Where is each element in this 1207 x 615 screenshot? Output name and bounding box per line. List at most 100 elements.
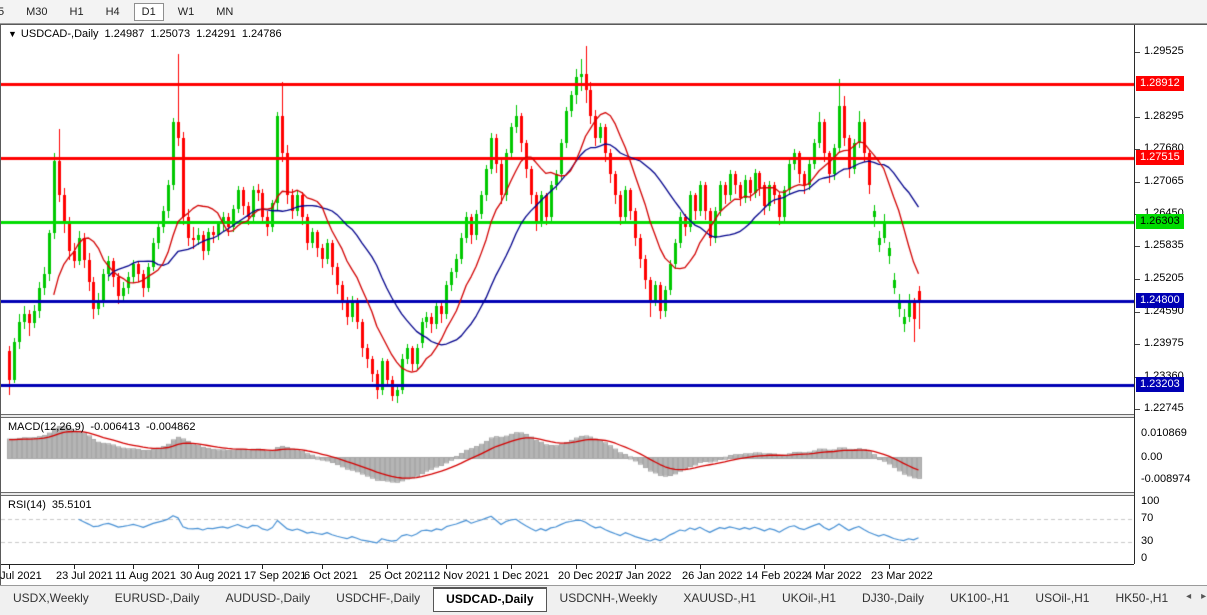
date-label: 23 Jul 2021 (56, 570, 113, 582)
macd-chart-canvas[interactable] (1, 418, 1134, 493)
timeframe-w1-button[interactable]: W1 (177, 5, 195, 18)
tab-usoil-h1[interactable]: USOil-,H1 (1035, 591, 1090, 605)
timeframe-h4-button[interactable]: H4 (105, 5, 120, 18)
tab-hk50-h1[interactable]: HK50-,H1 (1115, 591, 1169, 605)
macd-name: MACD(12,26,9) (8, 421, 85, 433)
tab-dj30-daily[interactable]: DJ30-,Daily (862, 591, 925, 605)
price-tick-label: 1.29525 (1144, 45, 1184, 57)
timeframe-toolbar: 5 M30 H1 H4 D1 W1 MN (0, 0, 1207, 24)
rsi-chart-canvas[interactable] (1, 496, 1134, 564)
price-tick-mark (1135, 149, 1140, 150)
rsi-name: RSI(14) (8, 499, 46, 511)
price-tick-label: 1.27065 (1144, 175, 1184, 187)
date-tick-mark (9, 565, 10, 569)
price-level-badge: 1.23203 (1136, 377, 1184, 392)
date-label: 23 Mar 2022 (871, 570, 933, 582)
price-tick-label: 1.25835 (1144, 239, 1184, 251)
price-level-badge: 1.24800 (1136, 293, 1184, 308)
date-tick-mark (635, 565, 636, 569)
date-tick-mark (387, 565, 388, 569)
rsi-axis-label: 100 (1141, 495, 1160, 507)
macd-pane: MACD(12,26,9) -0.006413 -0.004862 (1, 418, 1134, 493)
date-label: 20 Dec 2021 (558, 570, 621, 582)
date-label: 5 Jul 2021 (0, 570, 42, 582)
tab-usdcad-daily[interactable]: USDCAD-,Daily (433, 587, 547, 612)
macd-axis-label: 0.010869 (1141, 427, 1187, 439)
date-tick-mark (262, 565, 263, 569)
date-tick-mark (74, 565, 75, 569)
date-label: 11 Aug 2021 (115, 570, 176, 582)
date-tick-mark (700, 565, 701, 569)
price-tick-label: 1.24590 (1144, 305, 1184, 317)
date-label: 30 Aug 2021 (180, 570, 242, 582)
date-label: 12 Nov 2021 (428, 570, 491, 582)
date-tick-mark (133, 565, 134, 569)
date-label: 14 Feb 2022 (746, 570, 808, 582)
timeframe-m30-button[interactable]: M30 (26, 5, 48, 18)
chart-window: ▼ USDCAD-,Daily 1.24987 1.25073 1.24291 1.247… (0, 24, 1207, 585)
price-tick-label: 1.25205 (1144, 272, 1184, 284)
pane-splitter[interactable] (1, 414, 1134, 418)
timeframe-m5-button[interactable]: 5 (0, 5, 5, 18)
macd-axis-label: -0.008974 (1141, 473, 1191, 485)
ohlc-close: 1.24786 (241, 28, 282, 40)
date-tick-mark (576, 565, 577, 569)
price-tick-mark (1135, 409, 1140, 410)
date-label: 7 Jan 2022 (617, 570, 672, 582)
date-tick-mark (446, 565, 447, 569)
price-tick-label: 1.23975 (1144, 337, 1184, 349)
tab-ukoil-h1[interactable]: UKOil-,H1 (782, 591, 837, 605)
price-tick-mark (1135, 246, 1140, 247)
price-level-badge: 1.26303 (1136, 214, 1184, 229)
rsi-axis-label: 30 (1141, 535, 1154, 547)
date-tick-mark (824, 565, 825, 569)
date-label: 25 Oct 2021 (369, 570, 429, 582)
title-marker-icon[interactable]: ▼ (8, 29, 17, 39)
tab-eurusd-daily[interactable]: EURUSD-,Daily (114, 591, 200, 605)
price-axis: 1.29525 1.28295 1.27680 1.27065 1.26450 1.258… (1134, 25, 1207, 564)
rsi-axis-label: 0 (1141, 552, 1148, 564)
macd-value-signal: -0.004862 (145, 421, 196, 433)
ohlc-open: 1.24987 (104, 28, 145, 40)
date-label: 1 Dec 2021 (493, 570, 550, 582)
timeframe-mn-button[interactable]: MN (216, 5, 234, 18)
rsi-value: 35.5101 (51, 499, 92, 511)
tab-xauusd-h1[interactable]: XAUUSD-,H1 (683, 591, 757, 605)
timeframe-h1-button[interactable]: H1 (69, 5, 84, 18)
price-tick-mark (1135, 344, 1140, 345)
date-tick-mark (198, 565, 199, 569)
date-tick-mark (511, 565, 512, 569)
price-level-badge: 1.28912 (1136, 76, 1184, 91)
price-tick-mark (1135, 52, 1140, 53)
date-tick-mark (889, 565, 890, 569)
price-chart-canvas[interactable] (1, 25, 1134, 414)
tab-usdx-weekly[interactable]: USDX,Weekly (13, 591, 89, 605)
date-tick-mark (764, 565, 765, 569)
ohlc-high: 1.25073 (150, 28, 191, 40)
tab-uk100-h1[interactable]: UK100-,H1 (950, 591, 1010, 605)
rsi-label: RSI(14) 35.5101 (8, 499, 98, 511)
price-level-badge: 1.27515 (1136, 150, 1184, 165)
tab-usdcnh-weekly[interactable]: USDCNH-,Weekly (559, 591, 658, 605)
date-label: 26 Jan 2022 (682, 570, 743, 582)
tabs-scroll-right-icon[interactable]: ▸ (1201, 591, 1207, 602)
price-tick-mark (1135, 182, 1140, 183)
chart-title: ▼ USDCAD-,Daily 1.24987 1.25073 1.24291 1.247… (8, 28, 288, 40)
tab-usdchf-daily[interactable]: USDCHF-,Daily (336, 591, 421, 605)
tabs-scroll-left-icon[interactable]: ◂ (1186, 591, 1192, 602)
tab-audusd-daily[interactable]: AUDUSD-,Daily (225, 591, 311, 605)
date-label: 17 Sep 2021 (244, 570, 307, 582)
date-label: 6 Oct 2021 (304, 570, 358, 582)
price-tick-label: 1.22745 (1144, 402, 1184, 414)
date-label: 4 Mar 2022 (806, 570, 862, 582)
rsi-pane: RSI(14) 35.5101 (1, 496, 1134, 564)
ohlc-low: 1.24291 (196, 28, 236, 40)
timeframe-d1-button[interactable]: D1 (133, 2, 164, 21)
pane-splitter[interactable] (1, 492, 1134, 496)
date-tick-mark (322, 565, 323, 569)
price-tick-mark (1135, 312, 1140, 313)
macd-label: MACD(12,26,9) -0.006413 -0.004862 (8, 421, 202, 433)
chart-symbol-label: USDCAD-,Daily (20, 28, 99, 40)
